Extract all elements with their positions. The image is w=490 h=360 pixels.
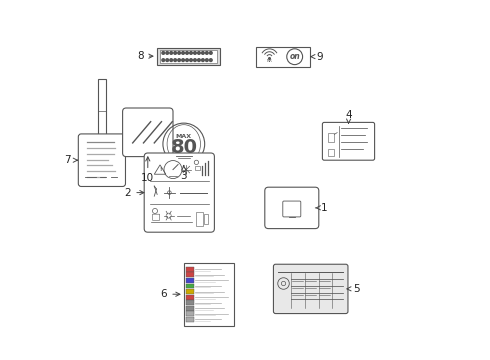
Bar (196, 166, 199, 170)
Text: 1: 1 (316, 203, 327, 213)
Text: 3: 3 (180, 166, 187, 181)
Circle shape (194, 51, 196, 54)
Circle shape (205, 59, 208, 62)
Bar (186, 289, 194, 294)
FancyBboxPatch shape (283, 201, 301, 217)
Circle shape (174, 51, 176, 54)
Text: 10: 10 (141, 157, 154, 183)
Bar (328, 149, 334, 156)
Circle shape (170, 59, 172, 62)
Circle shape (201, 51, 204, 54)
Bar (184, 263, 234, 326)
Bar (186, 294, 194, 300)
FancyBboxPatch shape (144, 153, 215, 232)
Text: 8: 8 (137, 51, 153, 61)
Bar (186, 300, 194, 305)
Text: 6: 6 (161, 289, 180, 299)
FancyBboxPatch shape (273, 264, 348, 314)
Circle shape (205, 51, 208, 54)
Text: 9: 9 (311, 51, 323, 62)
Circle shape (190, 59, 193, 62)
Circle shape (194, 59, 196, 62)
Circle shape (209, 51, 212, 54)
Circle shape (190, 51, 193, 54)
Circle shape (182, 51, 184, 54)
Text: MAX: MAX (176, 134, 192, 139)
Text: 5: 5 (347, 284, 360, 294)
Text: 80: 80 (171, 138, 197, 157)
Bar (186, 306, 194, 311)
Text: 7: 7 (65, 155, 77, 165)
Bar (204, 214, 208, 224)
Bar (256, 47, 310, 67)
FancyBboxPatch shape (265, 187, 319, 229)
Circle shape (201, 59, 204, 62)
Bar (186, 284, 194, 288)
Text: 4: 4 (345, 110, 352, 123)
Bar (186, 272, 194, 277)
Circle shape (166, 51, 169, 54)
Circle shape (162, 59, 165, 62)
Bar (328, 132, 334, 141)
Circle shape (186, 59, 189, 62)
Bar (98, 79, 106, 137)
Bar (186, 317, 194, 322)
Circle shape (197, 59, 200, 62)
Text: 2: 2 (124, 188, 144, 198)
Circle shape (166, 59, 169, 62)
Bar (157, 48, 220, 65)
Bar (186, 311, 194, 316)
Circle shape (182, 59, 184, 62)
FancyBboxPatch shape (78, 134, 125, 186)
Bar (186, 278, 194, 283)
Bar (196, 212, 203, 226)
Circle shape (162, 51, 165, 54)
Circle shape (197, 51, 200, 54)
Circle shape (209, 59, 212, 62)
Text: on: on (290, 52, 300, 61)
Bar (160, 50, 217, 63)
Circle shape (186, 51, 189, 54)
Text: NR: NR (267, 59, 272, 63)
FancyBboxPatch shape (322, 122, 374, 160)
Circle shape (178, 51, 180, 54)
Circle shape (170, 51, 172, 54)
Text: !: ! (159, 167, 161, 172)
FancyBboxPatch shape (122, 108, 173, 157)
Circle shape (178, 59, 180, 62)
Bar (186, 267, 194, 271)
Circle shape (174, 59, 176, 62)
FancyBboxPatch shape (152, 214, 160, 220)
